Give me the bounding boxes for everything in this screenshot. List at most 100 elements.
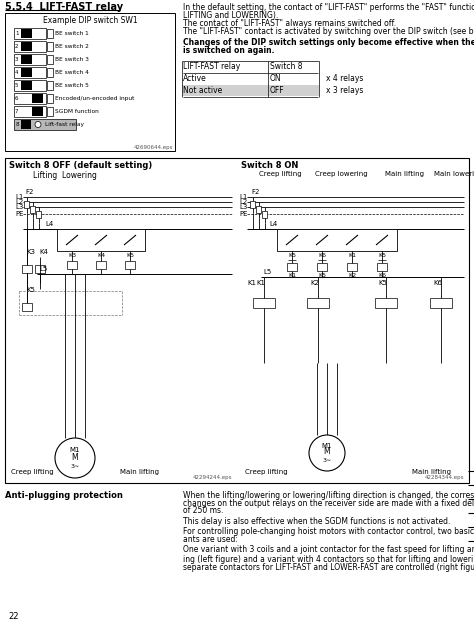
Text: 3∼: 3∼ (70, 464, 80, 468)
Text: changes on the output relays on the receiver side are made with a fixed delay ti: changes on the output relays on the rece… (183, 498, 474, 507)
Text: 6: 6 (15, 96, 18, 101)
Bar (25, 201, 29, 208)
Text: K6: K6 (318, 253, 326, 258)
Bar (36, 211, 42, 218)
Text: One variant with 3 coils and a joint contactor for the fast speed for lifting an: One variant with 3 coils and a joint con… (183, 545, 474, 554)
Circle shape (35, 122, 41, 127)
Text: K1: K1 (256, 280, 265, 286)
Text: Switch 8 OFF (default setting): Switch 8 OFF (default setting) (9, 161, 152, 170)
Text: K5: K5 (126, 253, 134, 258)
Text: L1: L1 (15, 194, 23, 200)
Bar (307, 298, 329, 308)
Text: of 250 ms.: of 250 ms. (183, 506, 223, 515)
Text: separate contactors for LIFT-FAST and LOWER-FAST are controlled (right figure).: separate contactors for LIFT-FAST and LO… (183, 563, 474, 572)
Text: PE: PE (15, 211, 24, 217)
Text: K2: K2 (310, 280, 319, 286)
Bar (21, 42, 32, 51)
Text: 2: 2 (15, 44, 18, 49)
Text: K3: K3 (26, 249, 35, 255)
Text: K4: K4 (97, 253, 105, 258)
Text: Main lifting: Main lifting (385, 171, 424, 177)
Bar (125, 261, 135, 269)
Text: M: M (324, 447, 330, 456)
Text: M1: M1 (322, 443, 332, 449)
Text: Main lifting: Main lifting (120, 469, 159, 475)
Text: Not active: Not active (183, 86, 222, 95)
Text: ants are used:: ants are used: (183, 534, 238, 543)
Text: 3: 3 (15, 57, 18, 62)
Bar (21, 29, 32, 38)
Bar (253, 298, 275, 308)
Text: Changes of the DIP switch settings only become effective when the receiver: Changes of the DIP switch settings only … (183, 38, 474, 47)
Bar (182, 85, 319, 96)
Text: L4: L4 (269, 221, 277, 227)
Bar (182, 74, 319, 85)
Text: 5: 5 (15, 83, 18, 88)
Bar (67, 261, 77, 269)
Text: Creep lifting: Creep lifting (245, 469, 288, 475)
Text: K1: K1 (348, 253, 356, 258)
Bar (22, 303, 32, 311)
Bar (256, 206, 262, 213)
Bar (430, 298, 452, 308)
Text: Creep lifting: Creep lifting (259, 171, 301, 177)
Text: L5: L5 (39, 266, 47, 272)
Text: The contact of "LIFT-FAST" always remains switched off.: The contact of "LIFT-FAST" always remain… (183, 19, 396, 28)
Text: K1: K1 (288, 273, 296, 278)
Text: 22: 22 (8, 612, 18, 621)
Text: 8: 8 (16, 122, 19, 126)
Text: Creep lowering: Creep lowering (315, 171, 368, 177)
Text: L5: L5 (263, 269, 271, 275)
Text: When the lifting/lowering or lowering/lifting direction is changed, the correspo: When the lifting/lowering or lowering/li… (183, 491, 474, 500)
Text: BE switch 3: BE switch 3 (55, 57, 89, 62)
Text: M: M (72, 452, 78, 461)
Text: Main lowering: Main lowering (434, 171, 474, 177)
Bar (14, 54, 46, 65)
Text: 3∼: 3∼ (322, 457, 332, 463)
Text: 42284344.eps: 42284344.eps (425, 475, 464, 480)
Text: K1: K1 (247, 280, 256, 286)
Text: Encoded/un-encoded input: Encoded/un-encoded input (55, 96, 134, 101)
Text: In the default setting, the contact of "LIFT-FAST" performs the "FAST" function : In the default setting, the contact of "… (183, 3, 474, 12)
Bar (14, 80, 46, 91)
Text: 5.5.4  LIFT-FAST relay: 5.5.4 LIFT-FAST relay (5, 2, 123, 12)
Bar (47, 42, 53, 51)
Bar (21, 68, 32, 77)
Text: L4: L4 (45, 221, 53, 227)
Text: Main lifting: Main lifting (412, 469, 451, 475)
Bar (32, 94, 43, 103)
Text: LIFT-FAST relay: LIFT-FAST relay (183, 62, 240, 71)
Text: K6: K6 (433, 280, 442, 286)
Text: Switch 8 ON: Switch 8 ON (241, 161, 298, 170)
Bar (47, 55, 53, 64)
Text: K5: K5 (26, 287, 35, 293)
Bar (22, 265, 32, 273)
Text: is switched on again.: is switched on again. (183, 46, 274, 55)
Text: PE: PE (239, 211, 247, 217)
Bar (375, 298, 397, 308)
Bar (57, 229, 145, 251)
Text: K5: K5 (378, 280, 387, 286)
Bar (21, 120, 31, 129)
Text: BE switch 2: BE switch 2 (55, 44, 89, 49)
Bar (47, 68, 53, 77)
Text: For controlling pole-changing hoist motors with contactor control, two basic var: For controlling pole-changing hoist moto… (183, 527, 474, 536)
Bar (277, 229, 397, 251)
Text: F2: F2 (25, 189, 33, 195)
Text: L2: L2 (15, 199, 23, 205)
Text: Creep lifting: Creep lifting (11, 469, 54, 475)
Text: Switch 8: Switch 8 (270, 62, 302, 71)
Bar (317, 263, 327, 271)
Bar (47, 81, 53, 90)
Text: SGDM function: SGDM function (55, 109, 99, 114)
Text: 1: 1 (15, 31, 18, 36)
Text: L1: L1 (239, 194, 247, 200)
Bar (287, 263, 297, 271)
Text: 7: 7 (15, 109, 18, 114)
Text: 42294244.eps: 42294244.eps (192, 475, 232, 480)
Text: x 3 relays: x 3 relays (326, 86, 364, 95)
Text: Lifting  Lowering: Lifting Lowering (33, 171, 97, 180)
Text: 42690644.eps: 42690644.eps (134, 145, 173, 150)
Text: 4: 4 (15, 70, 18, 75)
Text: L3: L3 (15, 204, 23, 210)
